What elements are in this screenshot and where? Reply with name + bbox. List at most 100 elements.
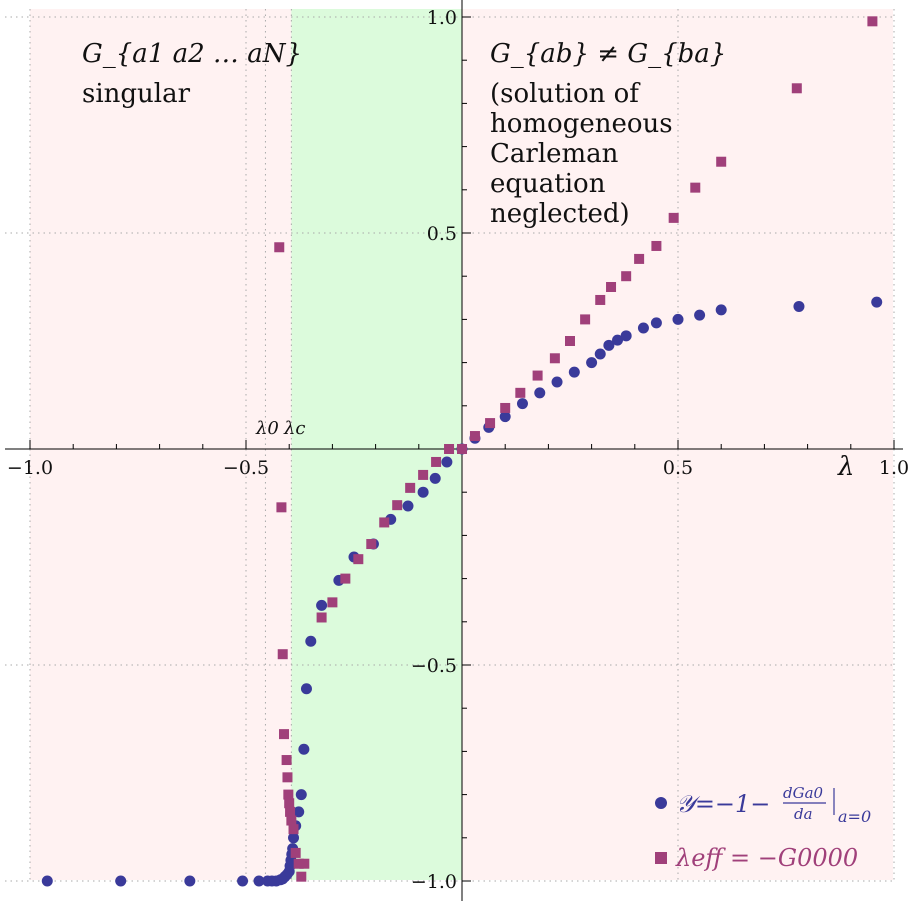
series-2-point <box>867 16 878 27</box>
series-1-point <box>316 599 328 611</box>
series-1-point <box>298 743 310 755</box>
series-1-point <box>237 875 249 887</box>
series-1-point <box>672 313 684 325</box>
series-2-point <box>606 282 617 292</box>
asym-line-4: equation <box>490 169 606 199</box>
x-tick-label-2: −0.5 <box>223 457 269 479</box>
series-2-point <box>444 444 455 454</box>
series-1-point <box>551 376 563 388</box>
series-2-point <box>690 182 701 193</box>
series-2-point <box>353 554 364 565</box>
series-2-point <box>288 824 299 835</box>
y-tick-label-4: 1.0 <box>427 7 457 29</box>
series-2-point <box>532 370 543 381</box>
legend-marker-series-2 <box>655 852 667 864</box>
series-2-point <box>281 755 292 766</box>
series-1-point <box>300 683 312 695</box>
series-1-point <box>637 322 649 334</box>
region-2 <box>291 9 462 880</box>
series-2-point <box>668 212 679 223</box>
region-1 <box>30 9 292 880</box>
series-2-point <box>565 336 575 346</box>
series-2-point <box>299 858 310 869</box>
series-2-point <box>469 431 480 442</box>
legend-marker-series-1 <box>655 797 667 809</box>
series-1-point <box>253 875 265 887</box>
x-tick-label-3: 0.5 <box>663 457 693 479</box>
series-1-point <box>534 387 546 399</box>
series-2-point <box>515 387 526 398</box>
series-2-point <box>621 271 632 282</box>
series-2-point <box>379 517 390 528</box>
series-2-point <box>327 597 338 608</box>
series-1-point <box>568 366 580 378</box>
data-points <box>41 16 883 887</box>
series-1-point <box>295 789 307 801</box>
shaded-regions <box>30 9 893 880</box>
axis-ticks: −1.0 −0.5 0.5 1.0 −1.0 −0.5 0.5 1.0 <box>7 7 909 893</box>
legend-frac-num: dGa0 <box>783 784 824 802</box>
legend-label-series-1: 𝒴=−1− <box>676 790 770 818</box>
x-axis-label: λ <box>837 452 854 482</box>
series-2-point <box>279 729 290 740</box>
series-1-point <box>715 304 727 316</box>
series-2-point <box>418 469 429 480</box>
series-2-point <box>595 294 606 305</box>
series-2-point <box>282 772 293 783</box>
series-1-point <box>499 411 511 423</box>
series-2-point <box>293 858 304 869</box>
singular-math: G_{a1 a2 … aN} <box>82 39 302 69</box>
singular-text: singular <box>82 79 191 109</box>
series-1-point <box>293 806 305 818</box>
series-2-point <box>457 444 467 454</box>
series-1-point <box>288 832 300 844</box>
series-2-point <box>405 482 416 493</box>
series-1-point <box>429 472 441 484</box>
series-1-point <box>516 398 528 410</box>
series-1-point <box>402 500 414 512</box>
series-2-point <box>274 242 285 253</box>
series-2-point <box>634 253 645 264</box>
legend: 𝒴=−1− dGa0 da a=0 λeff = −G0000 <box>655 784 871 872</box>
series-2-point <box>485 418 496 429</box>
series-2-point <box>716 156 727 167</box>
series-2-point <box>340 573 351 584</box>
series-1-point <box>694 309 706 321</box>
series-1-point <box>612 334 624 346</box>
y-tick-label-3: 0.5 <box>427 223 457 245</box>
legend-frac-den: da <box>794 805 813 823</box>
series-2-point <box>290 847 301 858</box>
legend-label-series-2: λeff = −G0000 <box>675 844 858 872</box>
series-2-point <box>276 502 287 513</box>
series-1-point <box>620 330 632 342</box>
series-2-point <box>296 871 307 882</box>
series-2-point <box>580 314 591 325</box>
series-1-point <box>650 317 662 329</box>
series-1-point <box>586 357 598 369</box>
asym-line-5: neglected) <box>490 199 630 229</box>
series-1-point <box>793 300 805 312</box>
asym-line-3: Carleman <box>490 139 619 169</box>
asym-annotation: G_{ab} ≠ G_{ba} (solution of homogeneous… <box>490 39 726 229</box>
series-2-point <box>285 806 296 817</box>
series-2-point <box>277 649 288 660</box>
x-tick-label-1: −1.0 <box>7 457 53 479</box>
series-2-point <box>651 240 662 251</box>
x-tick-label-4: 1.0 <box>879 457 909 479</box>
series-2-point <box>366 539 377 550</box>
y-tick-label-1: −1.0 <box>411 871 457 893</box>
series-1-point <box>41 875 53 887</box>
series-1-point <box>305 635 317 647</box>
series-2-point <box>392 500 403 511</box>
singular-annotation: G_{a1 a2 … aN} singular <box>82 39 302 109</box>
series-1-point <box>184 875 196 887</box>
asym-math: G_{ab} ≠ G_{ba} <box>490 39 726 69</box>
series-1-point <box>871 296 883 308</box>
series-1-point <box>417 486 429 498</box>
y-tick-label-2: −0.5 <box>411 655 457 677</box>
series-2-point <box>549 353 560 364</box>
series-2-point <box>283 789 294 800</box>
asym-line-2: homogeneous <box>490 109 673 139</box>
lambdac-label: λc <box>283 418 306 439</box>
